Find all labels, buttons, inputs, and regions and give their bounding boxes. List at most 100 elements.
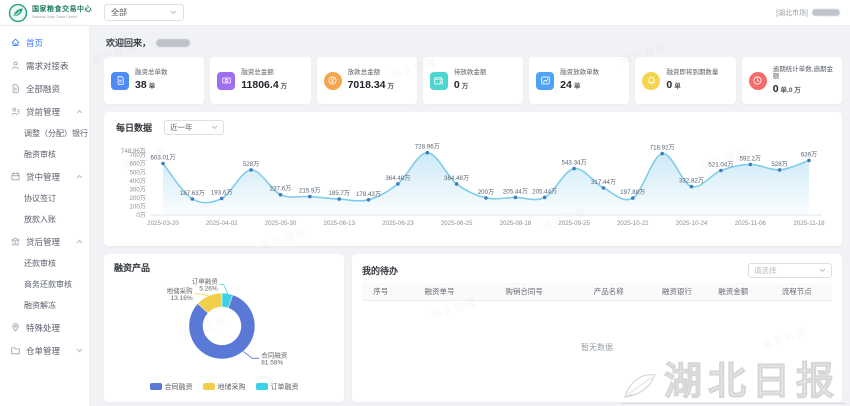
svg-text:订单融资: 订单融资 [192,277,219,286]
stat-value: 11806.4 万 [241,78,288,91]
sidebar-subitem[interactable]: 还款审核 [24,259,56,268]
stat-card: 融资即将到期数量 0 单 [635,57,736,104]
chevron-down-icon [76,348,83,353]
stat-label: 融资总金额 [241,69,274,77]
stat-label: 融资总单数 [135,69,168,77]
stat-card: 融资总金额 11806.4 万 [210,57,311,104]
sidebar-subitem[interactable]: 融资审核 [24,150,56,159]
sidebar-item[interactable]: 仓单管理 [0,339,89,362]
sidebar-item[interactable]: 全部融资 [0,77,89,100]
welcome-greeting: 欢迎回来， [106,38,152,48]
chevron-up-icon [76,174,83,179]
sidebar-subitem[interactable]: 调整（分配）银行 [24,129,88,138]
date-range-select[interactable]: 近一年 [164,120,225,135]
svg-text:700万: 700万 [129,152,146,159]
legend-item[interactable]: 订单融资 [255,382,299,392]
svg-text:2025-05-30: 2025-05-30 [265,220,297,227]
svg-text:2025-06-25: 2025-06-25 [441,220,473,227]
chevron-up-icon [76,239,83,244]
stat-label: 融资放款单数 [560,69,600,77]
sidebar-item-active[interactable]: 首页 [0,31,89,54]
svg-text:5.26%: 5.26% [199,286,218,293]
sidebar-item[interactable]: 需求对接表 [0,54,89,77]
legend-item[interactable]: 地储采购 [202,382,246,392]
todo-column-header: 流程节点 [761,283,832,301]
chevron-down-icon [170,10,177,15]
svg-text:2025-11-18: 2025-11-18 [793,220,825,227]
main-content: 欢迎回来， 融资总单数 38 单融资总金额 11806.4 万放款总金额 7018.34 万… [90,26,850,406]
stat-card: 融资总单数 38 单 [104,57,205,104]
svg-text:81.58%: 81.58% [261,359,283,366]
home-icon [10,37,21,48]
donut-legend: 合同融资 地储采购 订单融资 [114,379,334,394]
sidebar-subitem[interactable]: 商务还款审核 [24,280,72,289]
person-icon [10,106,21,117]
svg-text:317.44万: 317.44万 [591,179,616,186]
svg-text:205.44万: 205.44万 [532,188,557,195]
svg-text:364.48万: 364.48万 [444,175,469,182]
financing-products-card: 融资产品 合同融资 81.58% 地储采购 13.16% 订单融资 5.26% 合同融资地… [104,254,344,402]
todo-filter-select[interactable]: 请选择 [748,262,832,278]
app-header: 国家粮食交易中心 National Grain Trade Center 全部 … [0,0,850,26]
redacted-welcome-name [156,38,191,47]
coin-icon [323,71,342,90]
stat-card: 融资放款单数 24 单 [529,57,630,104]
money-icon [217,71,236,90]
svg-text:2025-03-20: 2025-03-20 [147,220,179,227]
sidebar-item[interactable]: 贷前管理 [0,100,89,123]
financing-products-title: 融资产品 [114,263,151,273]
svg-text:332.82万: 332.82万 [679,178,704,185]
market-filter-value: 全部 [111,8,127,17]
header-user-area[interactable]: [湖北市场] [776,8,840,18]
stat-card: 逾期统计单数,逾期金额 0 单,0 万 [741,57,842,104]
svg-text:600万: 600万 [129,161,146,168]
clock-icon [748,71,767,90]
svg-text:197.88万: 197.88万 [620,189,645,196]
market-filter-select[interactable]: 全部 [104,4,184,21]
sidebar-subitem[interactable]: 融资解冻 [24,301,56,310]
sidebar-item[interactable]: 贷后管理 [0,230,89,253]
sidebar-item[interactable]: 特殊处理 [0,316,89,339]
svg-text:718.92万: 718.92万 [650,145,675,152]
daily-data-title: 每日数据 [116,123,153,133]
sidebar-subitem[interactable]: 协议签订 [24,194,56,203]
todo-column-header: 融资金额 [705,283,762,301]
sidebar-item[interactable]: 贷中管理 [0,165,89,188]
stat-value: 0 单,0 万 [772,82,801,95]
todo-table: 序号 融资单号 购销合同号 产品名称 融资银行 融资金额 流程节点 [362,283,832,301]
bottom-row: 融资产品 合同融资 81.58% 地储采购 13.16% 订单融资 5.26% 合同融资地… [104,254,842,402]
doc-icon [10,83,21,94]
svg-text:728.96万: 728.96万 [415,144,440,151]
svg-text:400万: 400万 [129,178,146,185]
svg-text:200万: 200万 [478,189,495,196]
chevron-up-icon [76,109,83,114]
sidebar-subitem[interactable]: 放款入账 [24,215,56,224]
chart-icon [536,71,555,90]
svg-text:2025-08-18: 2025-08-18 [500,220,532,227]
svg-text:2025-06-23: 2025-06-23 [382,220,414,227]
empty-state: 暂无数据 [581,343,613,353]
svg-text:528万: 528万 [243,161,260,168]
user-icon [10,60,21,71]
svg-text:364.48万: 364.48万 [385,175,410,182]
doc-icon [111,71,129,90]
legend-swatch [202,383,215,390]
svg-text:187.63万: 187.63万 [180,190,205,197]
svg-text:178.43万: 178.43万 [356,191,381,198]
svg-text:748.96万: 748.96万 [121,148,146,155]
sidebar-nav: 首页 需求对接表 全部融资 贷前管理调整（分配）银行 融资审核贷中管理协议签订放款入账贷… [0,26,90,406]
legend-item[interactable]: 合同融资 [149,382,193,392]
svg-text:237.6万: 237.6万 [270,186,292,193]
svg-text:13.16%: 13.16% [171,295,193,302]
svg-text:2025-10-24: 2025-10-24 [676,220,708,227]
todo-column-header: 融资银行 [648,283,706,301]
stats-row: 融资总单数 38 单融资总金额 11806.4 万放款总金额 7018.34 万待放款金额 0… [104,57,842,104]
stat-value: 24 单 [560,78,581,91]
todo-column-header: 融资单号 [399,283,480,301]
svg-text:200万: 200万 [129,195,146,202]
legend-swatch [255,383,268,390]
user-market-tag: [湖北市场] [776,9,808,17]
stat-label: 待放款金额 [453,69,487,77]
